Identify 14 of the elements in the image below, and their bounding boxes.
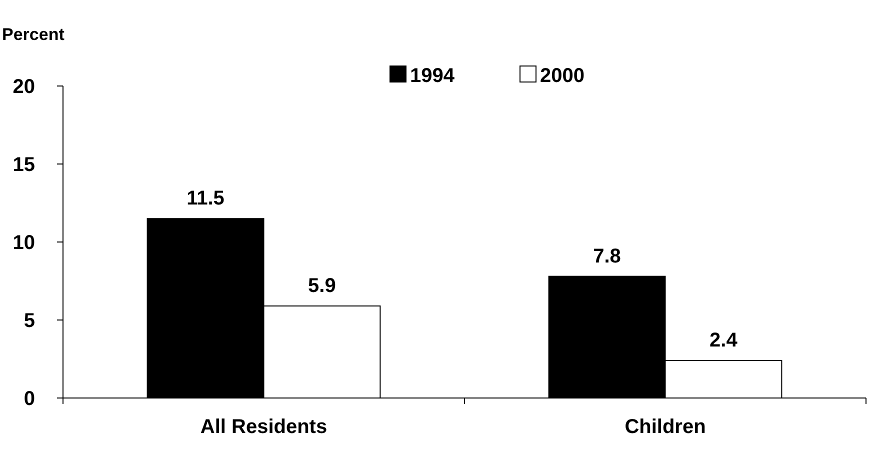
data-label: 2.4 [710,330,738,352]
data-label: 7.8 [593,245,621,268]
data-label: 11.5 [186,188,224,210]
legend-label: 2000 [540,65,584,87]
y-tick-label: 10 [12,232,35,254]
y-axis-title: Percent [2,25,65,44]
x-tick-label: All Residents [200,416,328,438]
legend-label: 1994 [410,65,456,87]
y-tick-label: 20 [12,76,35,98]
y-tick-label: 5 [24,310,35,332]
data-label: 5.9 [308,274,336,297]
x-tick-label: Children [624,416,706,438]
y-tick-label: 0 [24,388,35,410]
y-tick-label: 15 [12,154,35,176]
